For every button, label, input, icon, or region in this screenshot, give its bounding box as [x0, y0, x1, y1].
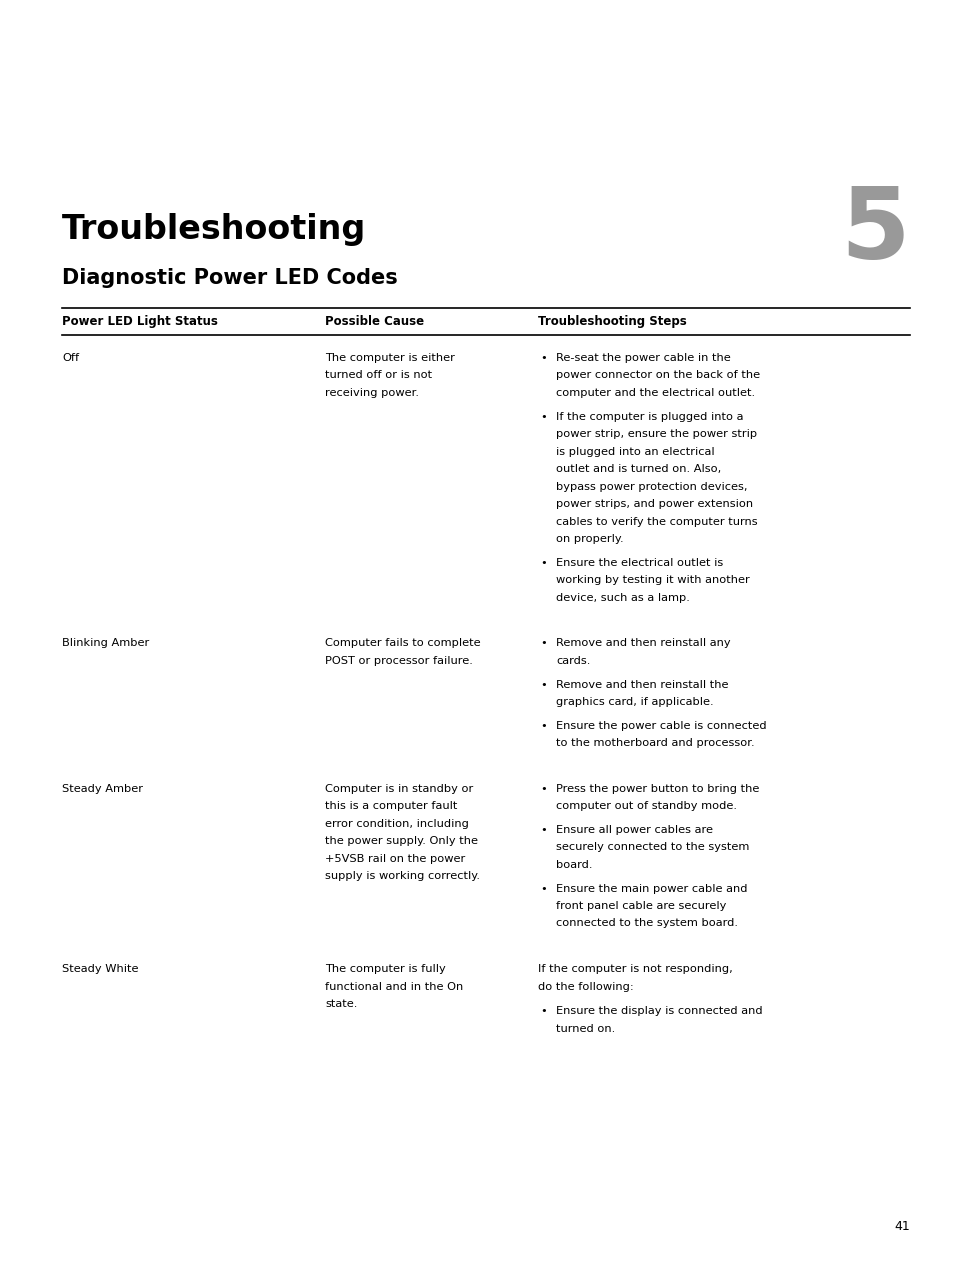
Text: this is a computer fault: this is a computer fault [325, 801, 456, 812]
Text: on properly.: on properly. [556, 534, 623, 544]
Text: Steady Amber: Steady Amber [62, 784, 143, 794]
Text: •: • [539, 638, 546, 648]
Text: The computer is either: The computer is either [325, 353, 455, 363]
Text: Blinking Amber: Blinking Amber [62, 638, 149, 648]
Text: functional and in the On: functional and in the On [325, 981, 463, 992]
Text: Troubleshooting: Troubleshooting [62, 213, 366, 246]
Text: Troubleshooting Steps: Troubleshooting Steps [537, 314, 686, 328]
Text: graphics card, if applicable.: graphics card, if applicable. [556, 697, 713, 708]
Text: state.: state. [325, 999, 357, 1009]
Text: board.: board. [556, 860, 592, 870]
Text: 41: 41 [893, 1220, 909, 1232]
Text: •: • [539, 1006, 546, 1016]
Text: •: • [539, 558, 546, 568]
Text: +5VSB rail on the power: +5VSB rail on the power [325, 853, 465, 864]
Text: the power supply. Only the: the power supply. Only the [325, 837, 477, 846]
Text: front panel cable are securely: front panel cable are securely [556, 902, 725, 910]
Text: Remove and then reinstall any: Remove and then reinstall any [556, 638, 730, 648]
Text: cables to verify the computer turns: cables to verify the computer turns [556, 516, 757, 526]
Text: Ensure all power cables are: Ensure all power cables are [556, 825, 712, 834]
Text: outlet and is turned on. Also,: outlet and is turned on. Also, [556, 464, 720, 474]
Text: to the motherboard and processor.: to the motherboard and processor. [556, 738, 754, 748]
Text: error condition, including: error condition, including [325, 819, 468, 829]
Text: •: • [539, 884, 546, 894]
Text: power strip, ensure the power strip: power strip, ensure the power strip [556, 429, 757, 439]
Text: power connector on the back of the: power connector on the back of the [556, 370, 760, 380]
Text: device, such as a lamp.: device, such as a lamp. [556, 592, 689, 602]
Text: do the following:: do the following: [537, 981, 633, 992]
Text: Computer is in standby or: Computer is in standby or [325, 784, 473, 794]
Text: computer and the electrical outlet.: computer and the electrical outlet. [556, 388, 755, 398]
Text: securely connected to the system: securely connected to the system [556, 842, 749, 852]
Text: •: • [539, 353, 546, 363]
Text: •: • [539, 825, 546, 834]
Text: Ensure the power cable is connected: Ensure the power cable is connected [556, 720, 766, 730]
Text: working by testing it with another: working by testing it with another [556, 576, 749, 586]
Text: bypass power protection devices,: bypass power protection devices, [556, 482, 747, 492]
Text: •: • [539, 720, 546, 730]
Text: POST or processor failure.: POST or processor failure. [325, 656, 473, 666]
Text: cards.: cards. [556, 656, 590, 666]
Text: turned on.: turned on. [556, 1023, 615, 1033]
Text: supply is working correctly.: supply is working correctly. [325, 871, 479, 881]
Text: Ensure the electrical outlet is: Ensure the electrical outlet is [556, 558, 722, 568]
Text: If the computer is plugged into a: If the computer is plugged into a [556, 412, 742, 422]
Text: turned off or is not: turned off or is not [325, 370, 432, 380]
Text: •: • [539, 784, 546, 794]
Text: Remove and then reinstall the: Remove and then reinstall the [556, 680, 728, 690]
Text: computer out of standby mode.: computer out of standby mode. [556, 801, 737, 812]
Text: Possible Cause: Possible Cause [325, 314, 424, 328]
Text: Steady White: Steady White [62, 964, 138, 974]
Text: •: • [539, 680, 546, 690]
Text: Ensure the main power cable and: Ensure the main power cable and [556, 884, 747, 894]
Text: 5: 5 [840, 183, 909, 280]
Text: Off: Off [62, 353, 79, 363]
Text: receiving power.: receiving power. [325, 388, 418, 398]
Text: Ensure the display is connected and: Ensure the display is connected and [556, 1006, 761, 1016]
Text: •: • [539, 412, 546, 422]
Text: power strips, and power extension: power strips, and power extension [556, 500, 752, 510]
Text: Press the power button to bring the: Press the power button to bring the [556, 784, 759, 794]
Text: Re-seat the power cable in the: Re-seat the power cable in the [556, 353, 730, 363]
Text: is plugged into an electrical: is plugged into an electrical [556, 446, 714, 456]
Text: Computer fails to complete: Computer fails to complete [325, 638, 480, 648]
Text: Diagnostic Power LED Codes: Diagnostic Power LED Codes [62, 268, 397, 288]
Text: connected to the system board.: connected to the system board. [556, 918, 738, 928]
Text: The computer is fully: The computer is fully [325, 964, 445, 974]
Text: Power LED Light Status: Power LED Light Status [62, 314, 217, 328]
Text: If the computer is not responding,: If the computer is not responding, [537, 964, 732, 974]
